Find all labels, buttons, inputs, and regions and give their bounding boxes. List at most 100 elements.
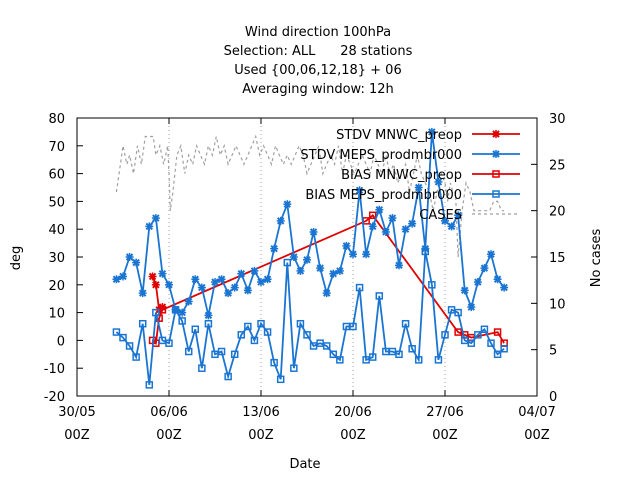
data-point	[467, 339, 476, 347]
data-point	[303, 331, 311, 339]
data-point	[171, 306, 180, 314]
data-point	[263, 275, 272, 284]
title-line-1: Wind direction 100hPa	[245, 25, 391, 40]
data-point	[322, 289, 331, 298]
data-point	[125, 253, 134, 261]
data-point	[217, 275, 226, 284]
data-point	[178, 308, 187, 317]
x-tick-label-hour: 00Z	[248, 428, 274, 443]
data-point	[381, 227, 390, 236]
y2-tick-label: 10	[549, 297, 566, 312]
title-line-3: Used {00,06,12,18} + 06	[234, 63, 401, 78]
x-tick-label: 30/05	[58, 405, 95, 420]
data-point	[217, 347, 226, 356]
y-tick-label: 60	[48, 168, 65, 183]
data-point	[243, 286, 252, 295]
legend-item: BIAS MNWC_preop	[341, 168, 520, 183]
series-cases	[115, 134, 505, 258]
data-point	[474, 331, 482, 339]
data-point	[257, 278, 265, 287]
data-point	[237, 331, 246, 339]
data-point	[454, 308, 462, 317]
data-point	[283, 200, 292, 209]
data-point	[349, 322, 357, 331]
data-point	[290, 364, 298, 372]
data-point	[329, 350, 338, 359]
data-point	[434, 177, 443, 186]
legend-label: STDV MEPS_prodmbr000	[300, 148, 462, 163]
data-point	[355, 283, 364, 292]
series-line	[115, 134, 505, 258]
x-tick-label-hour: 00Z	[524, 428, 550, 443]
data-point	[145, 222, 154, 231]
plot-area	[112, 127, 509, 389]
data-point	[191, 275, 200, 284]
x-axis-label: Date	[289, 457, 320, 472]
y-tick-label: 50	[48, 195, 65, 210]
data-point	[138, 289, 147, 298]
x-tick-label-hour: 00Z	[432, 428, 458, 443]
y-tick-label: 30	[48, 251, 65, 266]
legend-label: STDV MNWC_preop	[336, 128, 462, 143]
data-point	[296, 319, 305, 328]
series-bias-meps-prodmbr000	[112, 247, 508, 389]
data-point	[257, 319, 265, 328]
data-point	[414, 356, 423, 364]
data-point	[500, 344, 508, 353]
y2-tick-label: 5	[549, 344, 557, 359]
series-stdv-meps-prodmbr000	[112, 127, 509, 320]
data-point	[487, 339, 495, 347]
x-tick-label: 27/06	[426, 405, 463, 420]
data-point	[198, 364, 206, 372]
data-point	[165, 339, 173, 347]
data-point	[138, 319, 147, 328]
data-point	[125, 342, 134, 350]
data-point	[454, 211, 463, 220]
data-point	[204, 311, 213, 320]
title-line-4: Averaging window: 12h	[242, 82, 394, 97]
y2-tick-label: 20	[549, 205, 566, 220]
data-point	[309, 227, 318, 236]
data-point	[441, 216, 449, 225]
series-bias-mnwc-preop	[148, 211, 508, 347]
data-point	[493, 275, 502, 284]
data-point	[250, 266, 259, 275]
data-point	[329, 269, 338, 278]
data-point	[119, 272, 127, 281]
data-point	[395, 261, 403, 270]
title: Wind direction 100hPa Selection: ALL 28 …	[224, 25, 413, 97]
data-point	[487, 250, 495, 259]
data-point	[421, 247, 430, 256]
x-tick-label-hour: 00Z	[156, 428, 182, 443]
data-point	[145, 381, 154, 389]
data-point	[467, 303, 476, 312]
y2-tick-label: 15	[549, 251, 566, 266]
data-point	[230, 283, 239, 292]
data-point	[244, 322, 252, 331]
data-point	[296, 266, 305, 275]
x-tick-label: 13/06	[242, 405, 279, 420]
data-point	[152, 308, 160, 317]
data-point	[368, 353, 377, 361]
data-point	[204, 319, 213, 328]
data-point	[224, 372, 232, 381]
data-point	[250, 336, 259, 345]
series-line	[115, 251, 505, 385]
data-point	[112, 328, 121, 336]
legend-marker	[492, 130, 500, 138]
legend-item: CASES	[419, 208, 520, 223]
data-point	[237, 269, 246, 278]
legend-item: BIAS MEPS_prodmbr000	[305, 188, 520, 203]
data-point	[355, 186, 364, 195]
series-line	[152, 213, 505, 345]
data-point	[375, 205, 384, 214]
data-point	[349, 250, 357, 259]
legend-item: STDV MEPS_prodmbr000	[300, 148, 520, 163]
data-point	[428, 281, 436, 289]
data-point	[276, 375, 285, 384]
data-point	[362, 250, 371, 259]
y2-tick-label: 0	[549, 390, 557, 405]
legend-label: CASES	[419, 208, 462, 223]
y-tick-label: -20	[44, 390, 65, 405]
